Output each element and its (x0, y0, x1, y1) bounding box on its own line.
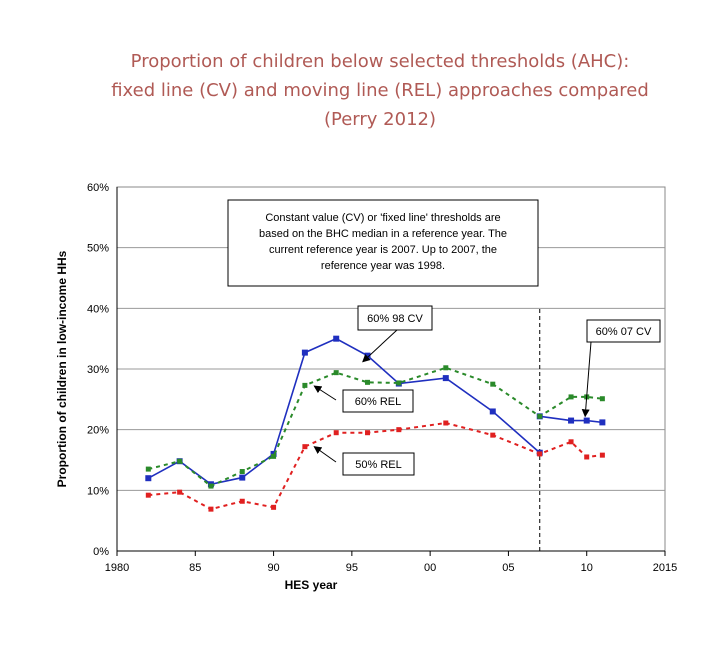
data-point (301, 349, 308, 356)
annotation-box (342, 452, 415, 476)
x-axis-title: HES year (285, 578, 338, 592)
annotation-label: 60% 07 CV (581, 319, 661, 418)
data-point (333, 335, 340, 342)
y-tick-label: 10% (87, 485, 109, 497)
annotation-label: 50% REL (313, 446, 415, 476)
data-point (442, 375, 449, 382)
y-tick-label: 50% (87, 243, 109, 255)
title-line-3: (Perry 2012) (324, 109, 436, 130)
annotation-text: 60% REL (355, 396, 401, 408)
title-line-1: Proportion of children below selected th… (130, 51, 630, 72)
annotation-text: 60% 07 CV (596, 326, 652, 338)
annotation-text: 60% 98 CV (367, 313, 423, 325)
data-point (302, 382, 308, 388)
note-line: reference year was 1998. (321, 260, 445, 272)
y-axis-title: Proportion of children in low-income HHs (55, 250, 69, 487)
data-point (537, 451, 543, 457)
data-point (208, 483, 214, 489)
data-point (333, 370, 339, 376)
data-point (443, 420, 449, 426)
data-point (239, 498, 245, 504)
data-point (568, 417, 575, 424)
series-50-rel (145, 420, 605, 512)
x-tick-label: 05 (502, 562, 514, 574)
y-tick-label: 20% (87, 425, 109, 437)
data-point (537, 413, 543, 419)
data-point (490, 432, 496, 438)
note-line: Constant value (CV) or 'fixed line' thre… (265, 212, 500, 224)
annotation-box (586, 319, 661, 343)
y-tick-label: 60% (87, 182, 109, 194)
data-point (599, 396, 605, 402)
x-tick-label: 85 (189, 562, 201, 574)
note-line: current reference year is 2007. Up to 20… (269, 244, 497, 256)
y-tick-label: 0% (93, 546, 109, 558)
data-point (271, 453, 277, 459)
data-point (584, 454, 590, 460)
annotation-arrow (362, 329, 398, 363)
data-point (489, 408, 496, 415)
data-point (145, 492, 151, 498)
data-point (271, 504, 277, 510)
data-point (239, 469, 245, 475)
data-point (145, 475, 152, 482)
x-tick-label: 00 (424, 562, 436, 574)
series-line (539, 415, 603, 424)
data-point (239, 474, 246, 481)
series-line (147, 337, 541, 486)
annotation-box (342, 389, 414, 413)
note-line: based on the BHC median in a reference y… (259, 228, 507, 240)
data-point (177, 458, 183, 464)
data-point (396, 427, 402, 433)
series-line (148, 366, 603, 488)
note-box (227, 199, 539, 287)
annotation-text: 50% REL (355, 459, 401, 471)
annotation-label: 60% 98 CV (357, 305, 433, 363)
annotation-arrow (313, 446, 337, 463)
x-tick-label: 2015 (653, 562, 677, 574)
annotation-arrow (313, 385, 337, 401)
data-point (302, 444, 308, 450)
data-point (365, 430, 371, 436)
y-tick-label: 40% (87, 303, 109, 315)
x-tick-label: 95 (346, 562, 358, 574)
annotation-box (357, 305, 433, 331)
y-tick-label: 30% (87, 364, 109, 376)
data-point (490, 381, 496, 387)
data-point (599, 419, 606, 426)
data-point (145, 466, 151, 472)
data-point (568, 439, 574, 445)
x-tick-label: 1980 (105, 562, 129, 574)
data-point (177, 489, 183, 495)
data-point (208, 506, 214, 512)
data-point (396, 380, 402, 386)
data-point (568, 394, 574, 400)
data-point (583, 417, 590, 424)
annotation-arrow (581, 341, 592, 418)
data-point (443, 365, 449, 371)
x-tick-label: 90 (267, 562, 279, 574)
data-point (365, 379, 371, 385)
chart-title: Proportion of children below selected th… (0, 47, 720, 134)
title-line-2: fixed line (CV) and moving line (REL) ap… (111, 80, 649, 101)
data-point (599, 452, 605, 458)
data-point (333, 430, 339, 436)
x-tick-label: 10 (581, 562, 593, 574)
annotation-label: 60% REL (313, 385, 414, 413)
